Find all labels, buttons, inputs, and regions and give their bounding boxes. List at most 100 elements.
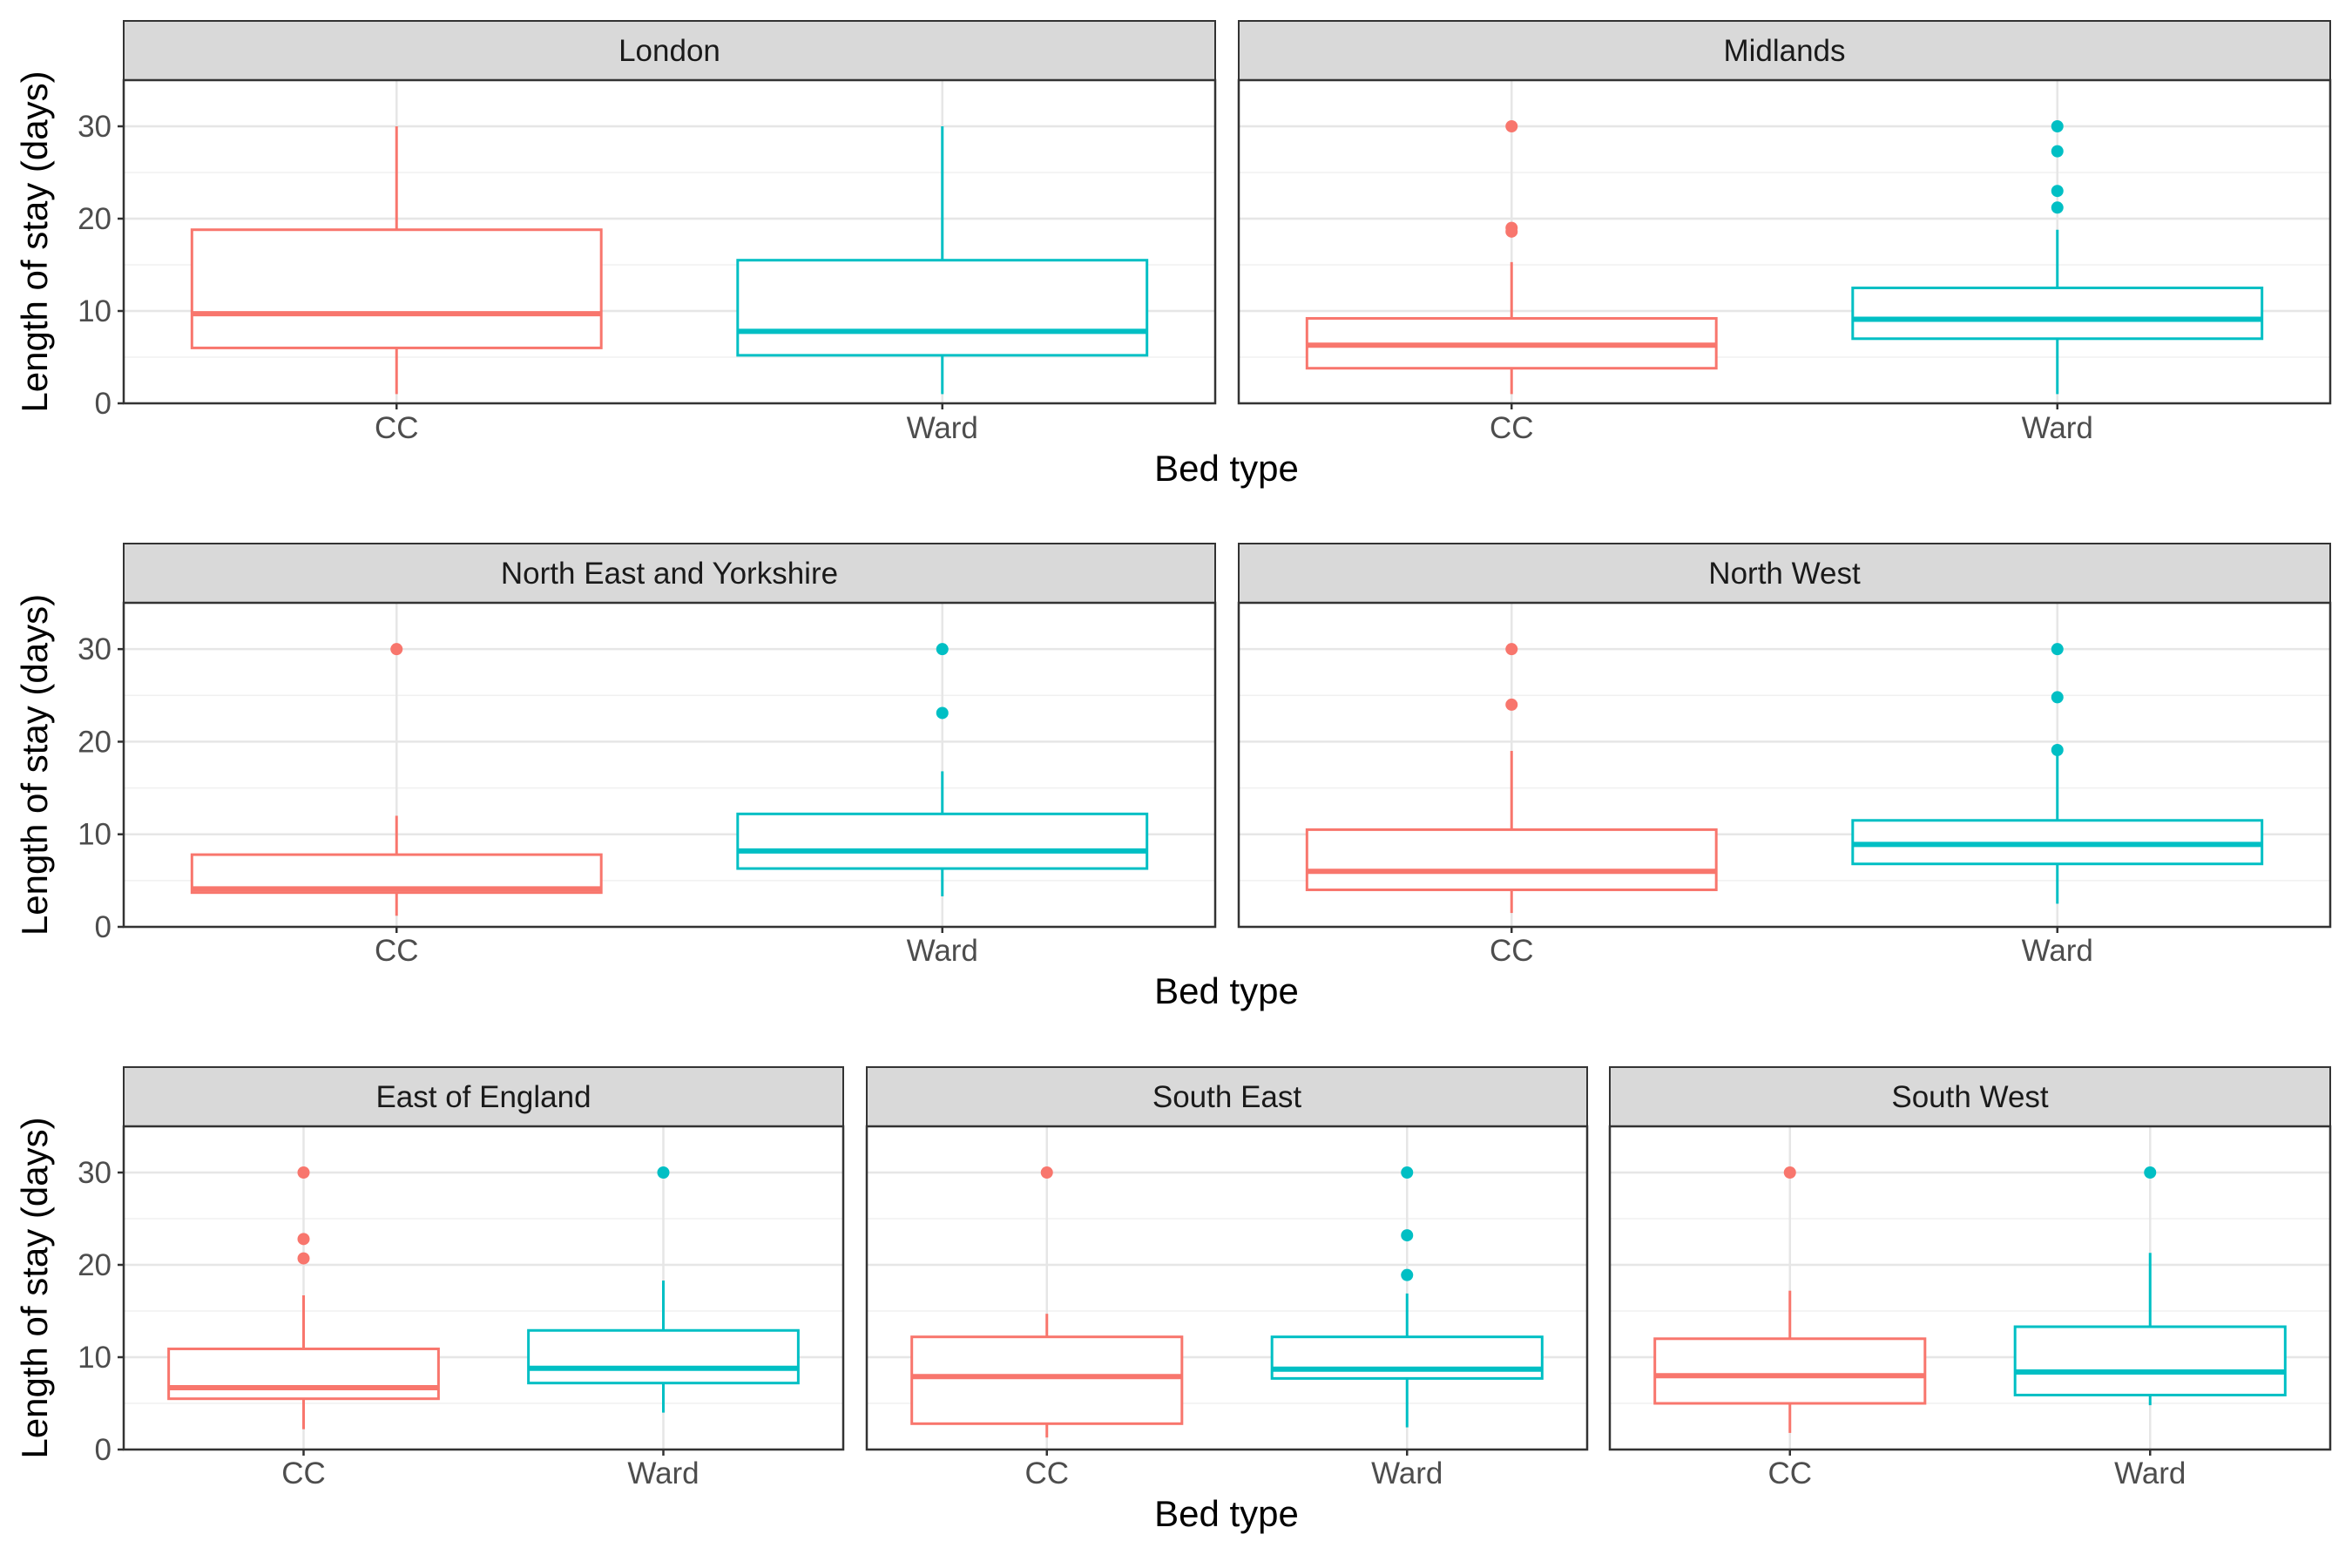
panel-background (124, 1126, 843, 1450)
y-tick-label: 30 (78, 1156, 112, 1190)
x-tick-label: Ward (907, 934, 978, 968)
box-cc (190, 643, 603, 916)
box-ward (736, 126, 1149, 395)
y-axis-title: Length of stay (days) (14, 71, 55, 412)
y-axis-title: Length of stay (days) (14, 1117, 55, 1458)
box-iqr (167, 1347, 440, 1401)
facet-panel-south-east: South East CC Ward (865, 1066, 1589, 1490)
box-iqr (1305, 828, 1718, 891)
box-ward (1851, 120, 2264, 395)
x-tick-label: CC (375, 411, 419, 445)
y-tick-label: 30 (78, 632, 112, 666)
facet-panel-london: London CC Ward 0 10 20 30 (78, 20, 1217, 445)
box-cc (190, 126, 603, 395)
outlier-point (1401, 1229, 1414, 1242)
facet-panel-north-east-and-yorkshire: North East and Yorkshire CC Ward 0 10 20 30 (78, 543, 1217, 968)
box-iqr (736, 812, 1149, 870)
outlier-point (2051, 185, 2064, 198)
box-cc (1305, 120, 1718, 395)
y-tick-label: 20 (78, 725, 112, 759)
box-iqr (910, 1335, 1184, 1425)
outlier-point (2051, 691, 2064, 704)
x-tick-label: CC (375, 934, 419, 968)
facet-panel-midlands: Midlands CC Ward (1237, 20, 2332, 445)
facet-strip (1238, 543, 2331, 604)
x-axis-title: Bed type (1154, 970, 1299, 1011)
facet-strip-label: London (618, 34, 720, 68)
outlier-point (2051, 743, 2064, 756)
facet-strip-label: East of England (375, 1080, 591, 1114)
x-axis-title: Bed type (1154, 1493, 1299, 1534)
x-tick-label: Ward (2114, 1456, 2186, 1490)
box-ward (1851, 643, 2264, 904)
y-tick-label: 0 (95, 387, 112, 421)
facet-strip (123, 1066, 844, 1127)
panel-border (1608, 1125, 2332, 1451)
box-iqr (527, 1328, 800, 1385)
facet-strip (1238, 20, 2331, 81)
y-tick-label: 10 (78, 294, 112, 328)
facet-panel-north-west: North West CC Ward (1237, 543, 2332, 968)
x-tick-label: CC (1024, 1456, 1069, 1490)
x-tick-label: Ward (2022, 934, 2093, 968)
outlier-point (2144, 1166, 2157, 1179)
y-axis-title: Length of stay (days) (14, 594, 55, 936)
x-tick-label: CC (1490, 934, 1534, 968)
outlier-point (2051, 145, 2064, 158)
panel-border (122, 601, 1217, 929)
box-cc (910, 1166, 1184, 1438)
outlier-point (390, 643, 403, 656)
panel-border (865, 1125, 1589, 1451)
panel-border (122, 78, 1217, 405)
x-tick-label: Ward (907, 411, 978, 445)
y-tick-label: 0 (95, 910, 112, 944)
outlier-point (936, 706, 949, 720)
box-iqr (2013, 1325, 2287, 1396)
facet-strip (123, 543, 1216, 604)
box-ward (1270, 1166, 1544, 1428)
box-iqr (190, 228, 603, 349)
x-tick-label: Ward (2022, 411, 2093, 445)
x-tick-label: CC (1767, 1456, 1812, 1490)
facet-panel-south-west: South West CC Ward (1608, 1066, 2332, 1490)
panel-border (1237, 78, 2332, 405)
outlier-point (1783, 1166, 1796, 1179)
box-iqr (1851, 287, 2264, 341)
outlier-point (936, 643, 949, 656)
panel-border (122, 1125, 845, 1451)
y-tick-label: 10 (78, 818, 112, 852)
facet-strip (866, 1066, 1588, 1127)
box-iqr (736, 259, 1149, 357)
facet-strip-label: Midlands (1723, 34, 1845, 68)
outlier-point (1040, 1166, 1053, 1179)
outlier-point (1505, 698, 1518, 711)
box-ward (736, 643, 1149, 896)
facet-strip-label: South West (1891, 1080, 2049, 1114)
box-iqr (190, 853, 603, 895)
facet-strip-label: North East and Yorkshire (501, 557, 838, 591)
outlier-point (1505, 120, 1518, 132)
box-cc (1653, 1166, 1927, 1433)
x-tick-label: Ward (627, 1456, 699, 1490)
y-tick-label: 20 (78, 1248, 112, 1282)
facet-strip-label: North West (1708, 557, 1861, 591)
outlier-point (2051, 643, 2064, 656)
box-cc (167, 1166, 440, 1429)
x-tick-label: CC (281, 1456, 326, 1490)
outlier-point (297, 1166, 310, 1179)
box-iqr (1270, 1335, 1544, 1380)
facet-strip-label: South East (1152, 1080, 1301, 1114)
outlier-point (657, 1166, 670, 1179)
box-ward (527, 1166, 800, 1413)
outlier-point (1505, 221, 1518, 234)
box-iqr (1653, 1337, 1927, 1405)
facet-strip (1609, 1066, 2331, 1127)
y-tick-label: 20 (78, 202, 112, 236)
x-tick-label: CC (1490, 411, 1534, 445)
panel-border (1237, 601, 2332, 929)
facet-strip (123, 20, 1216, 81)
outlier-point (297, 1233, 310, 1246)
box-cc (1305, 643, 1718, 914)
outlier-point (1401, 1268, 1414, 1281)
